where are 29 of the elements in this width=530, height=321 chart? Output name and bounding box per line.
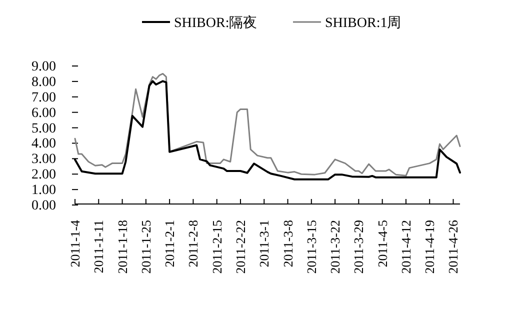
x-tick-label: 2011-1-18: [114, 220, 130, 274]
y-tick-label: 8.00: [32, 74, 56, 90]
x-tick-label: 2011-4-26: [446, 220, 461, 274]
y-tick-label: 0.00: [32, 198, 56, 214]
y-tick-label: 4.00: [32, 136, 56, 152]
y-tick-label: 6.00: [32, 106, 56, 121]
legend-label: SHIBOR:1周: [325, 16, 402, 31]
y-tick-label: 2.00: [32, 168, 56, 183]
x-tick-label: 2011-4-19: [422, 220, 438, 274]
y-tick-label: 5.00: [32, 121, 56, 136]
x-tick-label: 2011-2-22: [232, 220, 248, 274]
legend-label: SHIBOR:隔夜: [174, 15, 258, 31]
x-tick-label: 2011-1-4: [68, 220, 82, 268]
y-tick-label: 1.00: [32, 183, 56, 198]
x-tick-label: 2011-3-8: [280, 220, 296, 268]
y-tick-label: 7.00: [32, 90, 56, 106]
x-tick-label: 2011-4-5: [374, 220, 390, 268]
x-tick-label: 2011-4-12: [398, 220, 414, 274]
x-tick-label: 2011-3-22: [328, 220, 343, 274]
x-tick-label: 2011-2-15: [209, 220, 224, 274]
x-tick-label: 2011-3-29: [351, 220, 366, 274]
x-tick-label: 2011-3-1: [256, 220, 272, 268]
y-tick-label: 3.00: [32, 152, 56, 168]
x-tick-label: 2011-2-1: [162, 220, 178, 268]
x-tick-label: 2011-1-25: [138, 220, 154, 274]
x-tick-label: 2011-3-15: [304, 220, 319, 274]
y-tick-label: 9.00: [32, 60, 56, 74]
x-tick-label: 2011-1-11: [91, 220, 106, 274]
x-tick-label: 2011-2-8: [186, 220, 201, 268]
